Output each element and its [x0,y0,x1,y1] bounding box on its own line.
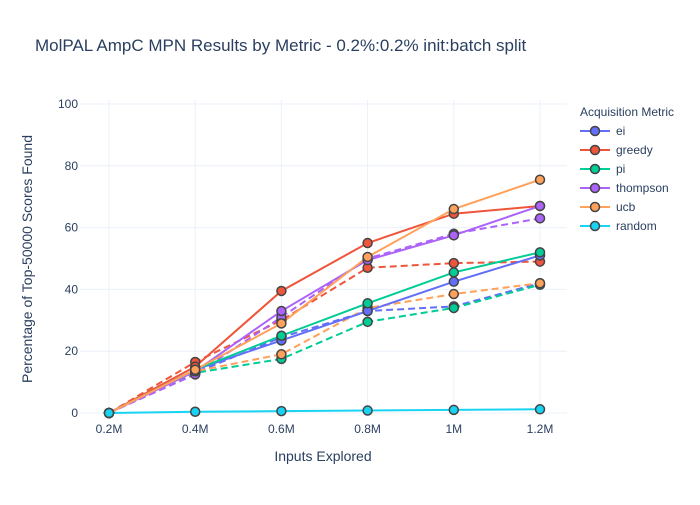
legend-item-label: random [616,219,657,233]
legend-item-pi[interactable]: pi [580,162,625,176]
series-line-greedy-solid [108,204,541,414]
data-point-ucb [189,364,201,375]
data-point-ucb [534,277,546,289]
legend-swatch-marker [589,163,601,175]
data-point-random [534,404,546,415]
data-point-pi [534,247,546,258]
x-tick-label: 0.4M [182,422,209,436]
series-line-random-solid [108,408,541,414]
data-point-pi [362,316,373,328]
series-line-thompson-solid [108,205,541,414]
data-point-greedy [448,257,460,269]
series-layer [103,174,546,419]
data-point-ucb [448,288,460,300]
series-line-ucb-solid [108,178,541,414]
series-line-ei-solid [108,254,541,414]
x-axis-label: Inputs Explored [274,448,371,464]
series-line-pi-dashed [108,283,541,414]
x-tick-label: 1.2M [527,422,554,436]
legend-item-label: pi [616,162,625,176]
y-tick-label: 0 [71,406,78,420]
data-point-random [362,405,373,416]
data-point-pi [448,267,460,278]
legend-item-ucb[interactable]: ucb [580,200,636,214]
legend-item-label: ei [616,124,625,138]
series-line-pi-solid [108,251,541,414]
legend-title: Acquisition Metric [580,105,674,119]
data-point-ucb [276,349,287,360]
legend-swatch-marker [589,144,601,156]
data-point-ucb [362,251,373,263]
legend-swatch-marker [589,220,601,232]
data-point-ucb [276,318,287,329]
series-line-thompson-dashed [108,217,541,414]
data-point-random [276,405,287,417]
data-point-thompson [276,305,287,317]
data-point-pi [448,302,460,314]
y-tick-label: 60 [65,221,79,235]
data-point-random [448,404,460,416]
y-tick-label: 20 [65,344,79,358]
legend-items: ei greedy pi thompson ucb random [580,124,669,233]
legend-item-label: ucb [616,200,636,214]
data-point-thompson [534,200,546,212]
legend-item-label: thompson [616,181,669,195]
chart-title: MolPAL AmpC MPN Results by Metric - 0.2%… [35,36,527,55]
data-point-greedy [362,237,373,249]
data-point-ei [448,276,460,287]
legend-item-greedy[interactable]: greedy [580,143,653,157]
data-point-ucb [534,174,546,185]
x-tick-label: 1M [445,422,462,436]
data-point-thompson [534,213,546,224]
legend-swatch-marker [589,125,601,137]
axis-layer: 0 20 40 60 80 100 0.2M 0.4M 0.6M 0.8M 1M 1.2M [58,97,553,436]
y-tick-label: 40 [65,282,79,296]
y-tick-label: 100 [58,97,78,111]
series-line-greedy-dashed [108,260,541,414]
legend-swatch-marker [589,182,601,194]
data-point-thompson [448,230,460,241]
x-tick-label: 0.2M [96,422,123,436]
y-tick-label: 80 [65,159,79,173]
data-point-pi [276,330,287,341]
legend-item-thompson[interactable]: thompson [580,181,669,195]
y-axis-label: Percentage of Top-50000 Scores Found [19,135,35,383]
grid-layer [80,100,567,414]
data-point-random [103,407,115,419]
x-tick-label: 0.6M [268,422,295,436]
legend-item-ei[interactable]: ei [580,124,625,138]
data-point-random [189,406,201,418]
data-point-greedy [276,285,287,297]
data-point-pi [362,298,373,309]
legend-item-label: greedy [616,143,653,157]
legend[interactable]: Acquisition Metric ei greedy pi thompson ucb… [580,105,674,233]
legend-item-random[interactable]: random [580,219,657,233]
data-point-ucb [448,203,460,215]
x-tick-label: 0.8M [354,422,381,436]
legend-swatch-marker [589,201,601,213]
